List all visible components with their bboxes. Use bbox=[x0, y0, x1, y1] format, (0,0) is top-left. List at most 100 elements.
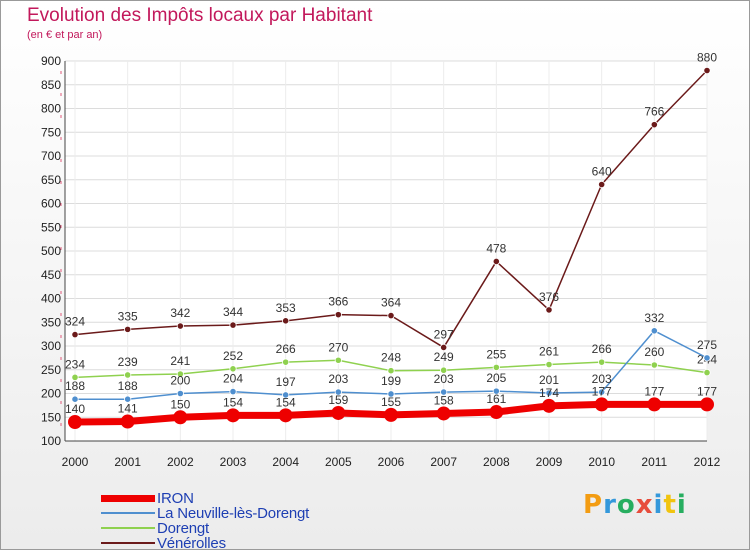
y-tick-label: 300 bbox=[41, 339, 61, 353]
data-label-la-neuville-les-dorengt: 332 bbox=[644, 311, 664, 325]
data-point-venerolles bbox=[650, 121, 658, 129]
data-point-dorengt bbox=[124, 371, 132, 379]
data-label-iron: 174 bbox=[539, 386, 559, 400]
data-label-la-neuville-les-dorengt: 204 bbox=[223, 372, 243, 386]
y-tick-label: 100 bbox=[41, 434, 61, 448]
legend-entry-venerolles: Vénérolles bbox=[101, 534, 226, 550]
data-point-dorengt bbox=[282, 358, 290, 366]
data-point-dorengt bbox=[71, 373, 79, 381]
y-tick-label: 250 bbox=[41, 363, 61, 377]
data-label-la-neuville-les-dorengt: 200 bbox=[170, 374, 190, 388]
data-label-la-neuville-les-dorengt: 203 bbox=[434, 372, 454, 386]
x-tick-label: 2007 bbox=[430, 455, 457, 469]
logo-letter: t bbox=[663, 490, 677, 520]
data-point-la-neuville-les-dorengt bbox=[387, 390, 395, 398]
data-point-dorengt bbox=[440, 366, 448, 374]
data-label-dorengt: 239 bbox=[118, 355, 138, 369]
x-tick-label: 2004 bbox=[272, 455, 299, 469]
x-tick-label: 2002 bbox=[167, 455, 194, 469]
data-label-la-neuville-les-dorengt: 197 bbox=[276, 375, 296, 389]
data-point-iron bbox=[120, 414, 135, 429]
data-point-dorengt bbox=[703, 368, 711, 377]
legend-swatch-la-neuville bbox=[101, 512, 155, 514]
data-label-venerolles: 353 bbox=[276, 301, 296, 315]
data-label-la-neuville-les-dorengt: 205 bbox=[486, 371, 506, 385]
chart-title: Evolution des Impôts locaux par Habitant bbox=[27, 5, 373, 26]
data-point-iron bbox=[278, 408, 293, 423]
data-label-la-neuville-les-dorengt: 203 bbox=[592, 372, 612, 386]
data-label-iron: 155 bbox=[381, 395, 401, 409]
legend-label-dorengt: Dorengt bbox=[157, 519, 209, 537]
data-point-venerolles bbox=[229, 321, 237, 329]
data-point-dorengt bbox=[387, 367, 395, 375]
data-point-dorengt bbox=[229, 365, 237, 373]
data-point-dorengt bbox=[598, 358, 606, 366]
chart-subtitle: (en € et par an) bbox=[27, 29, 103, 41]
legend-label-venerolles: Vénérolles bbox=[157, 534, 226, 550]
data-point-iron bbox=[594, 397, 609, 412]
data-point-la-neuville-les-dorengt bbox=[598, 388, 606, 396]
legend-entry-iron: IRON bbox=[101, 490, 194, 507]
data-point-dorengt bbox=[492, 363, 500, 371]
data-label-la-neuville-les-dorengt: 188 bbox=[65, 379, 85, 393]
legend-entry-la-neuville: La Neuville-lès-Dorengt bbox=[101, 505, 309, 522]
data-point-la-neuville-les-dorengt bbox=[71, 395, 79, 403]
data-label-venerolles: 880 bbox=[697, 51, 717, 65]
y-tick-label: 550 bbox=[41, 220, 61, 234]
data-label-la-neuville-les-dorengt: 188 bbox=[118, 379, 138, 393]
data-label-iron: 158 bbox=[434, 393, 454, 407]
data-point-la-neuville-les-dorengt bbox=[650, 327, 658, 335]
data-label-la-neuville-les-dorengt: 203 bbox=[328, 372, 348, 386]
data-point-la-neuville-les-dorengt bbox=[229, 387, 237, 396]
logo-letter: x bbox=[635, 490, 654, 520]
y-tick-label: 900 bbox=[41, 54, 61, 68]
legend-entry-dorengt: Dorengt bbox=[101, 519, 209, 537]
data-point-venerolles bbox=[545, 306, 553, 314]
data-label-dorengt: 248 bbox=[381, 351, 401, 365]
data-point-la-neuville-les-dorengt bbox=[440, 388, 448, 396]
data-label-la-neuville-les-dorengt: 275 bbox=[697, 338, 717, 352]
data-point-venerolles bbox=[387, 311, 395, 320]
data-label-venerolles: 376 bbox=[539, 290, 559, 304]
data-label-iron: 161 bbox=[486, 392, 506, 406]
data-label-iron: 141 bbox=[118, 402, 138, 416]
data-label-dorengt: 266 bbox=[592, 342, 612, 356]
x-tick-label: 2009 bbox=[536, 455, 563, 469]
data-point-venerolles bbox=[492, 257, 500, 266]
data-point-la-neuville-les-dorengt bbox=[282, 391, 290, 399]
data-label-venerolles: 766 bbox=[644, 105, 664, 119]
y-tick-label: 850 bbox=[41, 78, 61, 92]
x-tick-label: 2011 bbox=[641, 455, 667, 469]
x-tick-label: 2006 bbox=[378, 455, 405, 469]
data-label-iron: 177 bbox=[644, 384, 664, 398]
data-label-venerolles: 297 bbox=[434, 327, 454, 341]
y-tick-label: 700 bbox=[41, 149, 61, 163]
data-point-venerolles bbox=[598, 180, 606, 189]
data-label-dorengt: 255 bbox=[486, 347, 506, 361]
data-label-la-neuville-les-dorengt: 199 bbox=[381, 374, 401, 388]
data-label-iron: 154 bbox=[223, 395, 243, 409]
data-point-la-neuville-les-dorengt bbox=[176, 389, 184, 398]
data-point-iron bbox=[226, 408, 240, 423]
data-point-venerolles bbox=[176, 322, 184, 330]
data-point-iron bbox=[173, 410, 188, 425]
data-label-venerolles: 335 bbox=[118, 309, 138, 323]
logo-letter: i bbox=[676, 490, 687, 520]
logo-letter: i bbox=[653, 490, 664, 520]
data-point-iron bbox=[384, 407, 398, 422]
data-label-dorengt: 252 bbox=[223, 349, 243, 363]
y-tick-label: 200 bbox=[41, 387, 61, 401]
data-point-venerolles bbox=[334, 311, 342, 319]
x-tick-label: 2005 bbox=[325, 455, 352, 469]
data-point-iron bbox=[700, 397, 714, 412]
y-tick-label: 600 bbox=[41, 197, 61, 211]
data-label-la-neuville-les-dorengt: 201 bbox=[539, 373, 559, 387]
data-label-venerolles: 478 bbox=[486, 241, 506, 255]
x-tick-label: 2000 bbox=[62, 455, 89, 469]
y-tick-label: 350 bbox=[41, 315, 61, 329]
y-tick-label: 500 bbox=[41, 244, 61, 258]
data-point-iron bbox=[68, 415, 82, 429]
data-label-venerolles: 366 bbox=[328, 295, 348, 309]
data-point-venerolles bbox=[440, 343, 448, 352]
